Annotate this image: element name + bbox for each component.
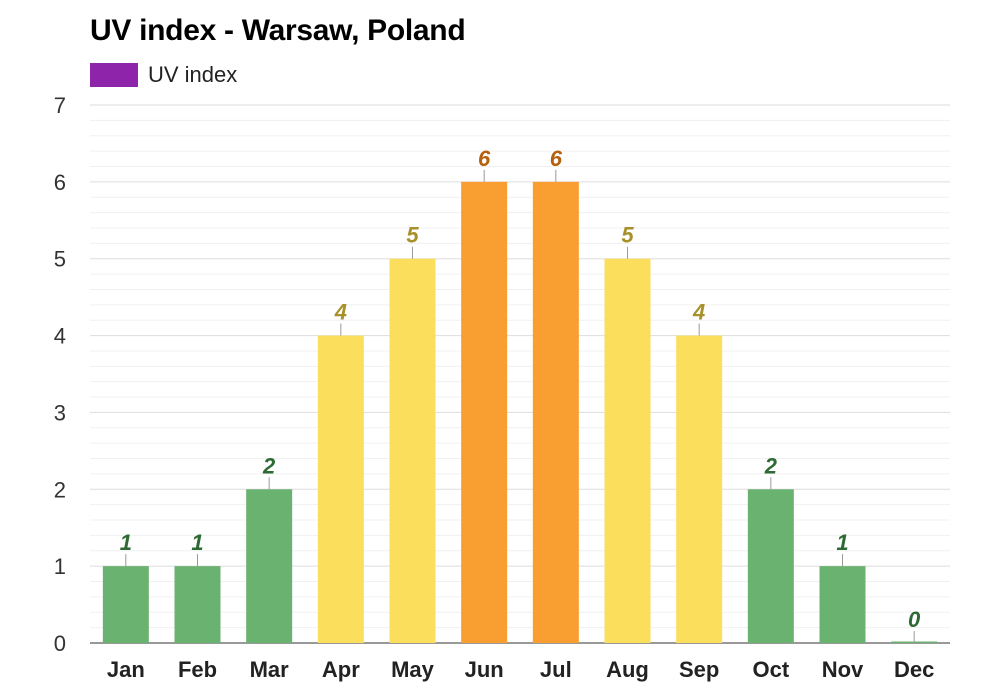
data-label-dec: 0 [908,607,921,632]
bar-jul[interactable] [532,181,579,643]
chart-title: UV index - Warsaw, Poland [90,14,466,47]
x-tick-label-jun: Jun [465,657,504,682]
major-gridlines: 0 1 2 3 4 5 6 7 [54,93,950,656]
y-tick-label: 1 [54,554,66,579]
x-tick-label-sep: Sep [679,657,719,682]
data-label-aug: 5 [621,223,634,248]
bar-sep[interactable] [676,335,723,643]
data-label-oct: 2 [764,453,778,478]
data-label-jul: 6 [550,146,563,171]
x-tick-label-feb: Feb [178,657,217,682]
x-tick-label-aug: Aug [606,657,649,682]
data-label-may: 5 [406,223,419,248]
bar-feb[interactable] [174,566,221,643]
x-tick-label-apr: Apr [322,657,360,682]
bar-may[interactable] [389,258,436,643]
data-label-jun: 6 [478,146,491,171]
y-tick-label: 0 [54,631,66,656]
bar-aug[interactable] [604,258,651,643]
minor-gridlines [90,119,950,629]
legend[interactable]: UV index [90,62,237,88]
data-label-apr: 4 [334,300,347,325]
bar-mar[interactable] [246,489,293,643]
data-label-nov: 1 [836,530,848,555]
y-tick-label: 3 [54,400,66,425]
bar-oct[interactable] [747,489,794,643]
y-tick-label: 2 [54,477,66,502]
x-tick-label-nov: Nov [822,657,864,682]
data-label-sep: 4 [692,300,705,325]
y-tick-label: 4 [54,324,66,349]
y-tick-label: 5 [54,247,66,272]
data-label-mar: 2 [262,453,276,478]
legend-swatch [90,63,138,87]
bar-jan[interactable] [102,566,149,643]
bar-apr[interactable] [317,335,364,643]
x-tick-label-jan: Jan [107,657,145,682]
x-tick-label-may: May [391,657,435,682]
x-tick-label-dec: Dec [894,657,934,682]
bar-jun[interactable] [461,181,508,643]
data-label-jan: 1 [120,530,132,555]
x-tick-label-oct: Oct [752,657,789,682]
x-tick-label-mar: Mar [250,657,290,682]
y-tick-label: 7 [54,93,66,118]
legend-label: UV index [148,62,238,87]
x-tick-label-jul: Jul [540,657,572,682]
bar-nov[interactable] [819,566,866,643]
y-tick-label: 6 [54,170,66,195]
data-label-feb: 1 [191,530,203,555]
bars: 1 Jan 1 Feb 2 Mar 4 Apr 5 May 6 Jun 6 Jul 5 Aug 4 Sep 2 Oct… [102,146,938,682]
